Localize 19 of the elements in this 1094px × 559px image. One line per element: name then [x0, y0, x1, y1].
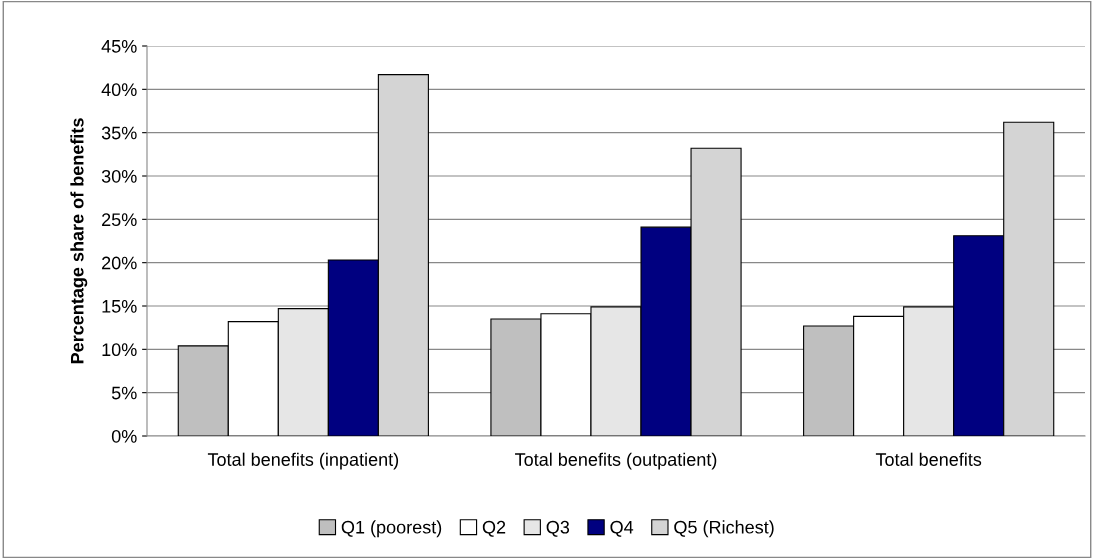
legend-label: Q4: [610, 520, 634, 537]
x-tick-label: Total benefits (outpatient): [515, 452, 717, 470]
y-tick-label: 30%: [101, 169, 137, 183]
legend-label: Q5 (Richest): [674, 520, 774, 538]
y-tick-label: 40%: [101, 83, 137, 97]
y-tick-label: 25%: [102, 213, 137, 227]
legend-label: Q2: [482, 520, 506, 537]
x-tick-label: Total benefits: [875, 452, 982, 466]
y-tick-label: 10%: [102, 343, 137, 357]
legend-label: Q3: [546, 520, 570, 537]
y-tick-label: 20%: [102, 256, 137, 270]
y-tick-label: 45%: [101, 40, 137, 53]
y-tick-label: 35%: [101, 126, 137, 140]
y-tick-label: 0%: [111, 429, 137, 443]
y-axis-title: Percentage share of benefits: [70, 118, 88, 364]
y-tick-label: 5%: [111, 386, 137, 400]
x-tick-label: Total benefits (inpatient): [207, 452, 399, 470]
y-tick-label: 15%: [102, 300, 137, 313]
legend-label: Q1 (poorest): [341, 520, 442, 538]
